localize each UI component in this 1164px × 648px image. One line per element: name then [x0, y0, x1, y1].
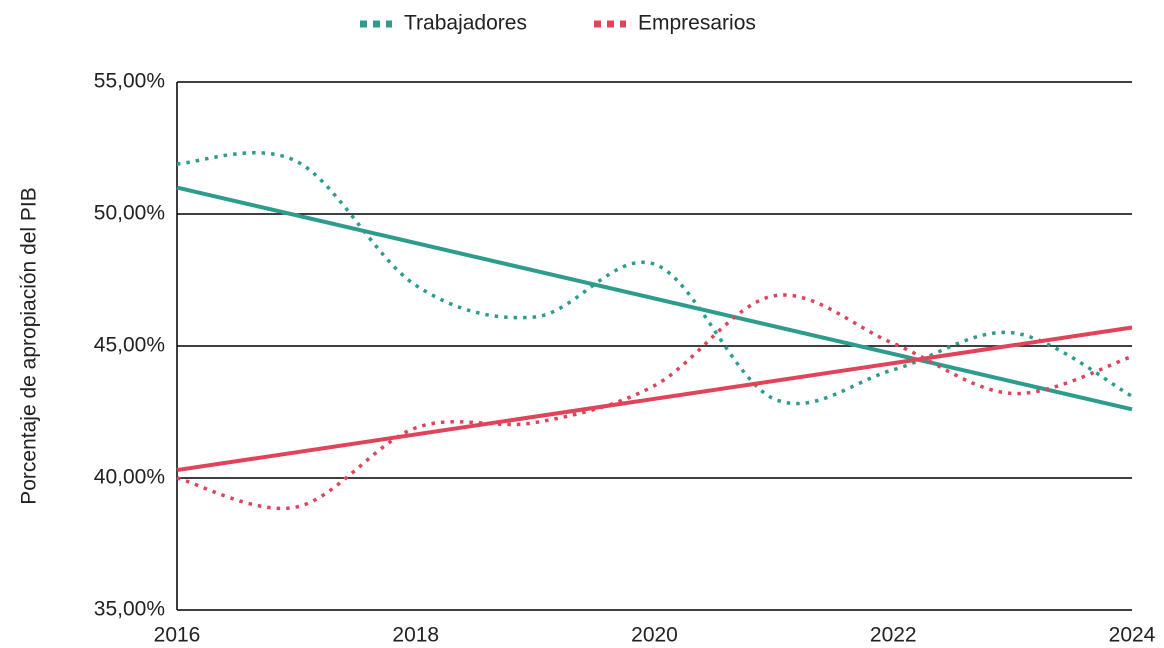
y-axis-label: Porcentaje de apropiación del PIB	[18, 187, 41, 505]
y-tick-label: 45,00%	[94, 334, 165, 357]
y-tick-label: 50,00%	[94, 202, 165, 225]
series-line	[176, 293, 1133, 511]
y-tick-label: 55,00%	[94, 70, 165, 93]
x-tick-label: 2022	[870, 624, 917, 647]
legend-label: Empresarios	[638, 12, 756, 35]
legend-label: Trabajadores	[404, 12, 527, 35]
x-tick-label: 2018	[392, 624, 439, 647]
x-tick-label: 2016	[154, 624, 201, 647]
trend-line	[176, 185, 1133, 412]
y-tick-label: 35,00%	[94, 598, 165, 621]
x-tick-label: 2024	[1109, 624, 1156, 647]
series-line	[176, 151, 1133, 406]
x-tick-label: 2020	[631, 624, 678, 647]
trend-line	[176, 325, 1133, 473]
y-tick-label: 40,00%	[94, 466, 165, 489]
